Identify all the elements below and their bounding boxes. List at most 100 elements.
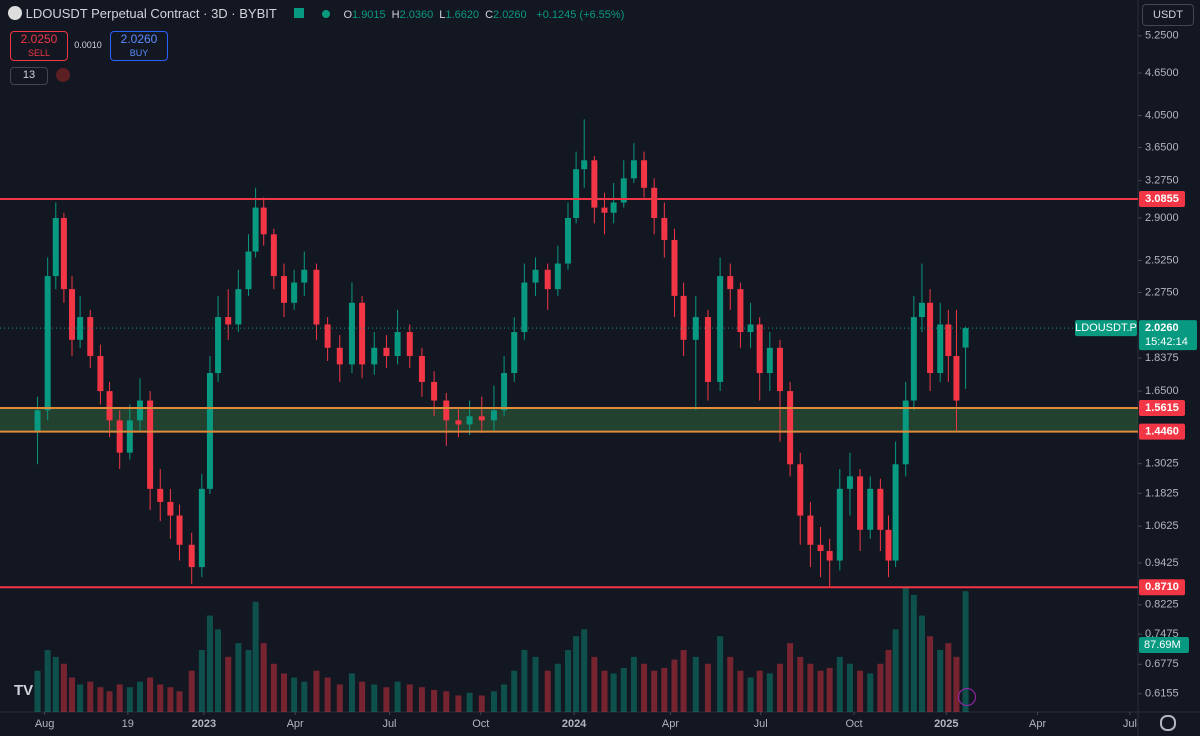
- candle-body: [641, 160, 648, 188]
- level-label: 1.4460: [1145, 426, 1179, 438]
- volume-bar: [431, 689, 438, 712]
- volume-bar: [87, 681, 94, 712]
- candle-body: [406, 332, 413, 356]
- volume-bar: [466, 692, 473, 712]
- candle-body: [846, 476, 853, 489]
- indicators-toggle[interactable]: 13: [10, 67, 48, 85]
- buy-button[interactable]: 2.0260 BUY: [110, 31, 168, 61]
- x-tick-label: Apr: [287, 718, 304, 730]
- volume-bar: [953, 656, 960, 712]
- candle-body: [817, 544, 824, 552]
- change: +0.1245 (+6.55%): [536, 9, 625, 21]
- volume-bar: [532, 656, 539, 712]
- volume-bar: [867, 673, 874, 712]
- volume-bar: [817, 670, 824, 712]
- volume-bar: [910, 594, 917, 712]
- volume-bar: [52, 656, 59, 712]
- volume-bar: [116, 684, 123, 712]
- volume-bar: [554, 663, 561, 712]
- candle-body: [455, 420, 462, 425]
- candle-body: [591, 160, 598, 208]
- volume-bar: [717, 636, 724, 712]
- volume-bar: [490, 691, 497, 712]
- candle-body: [953, 355, 960, 401]
- volume-bar: [97, 687, 104, 712]
- candle-body: [431, 381, 438, 401]
- y-tick-label: 1.0625: [1145, 520, 1179, 532]
- candle-body: [601, 207, 608, 213]
- volume-bar: [245, 650, 252, 712]
- candle-body: [291, 282, 298, 303]
- ohlc: O1.9015 H2.0360 L1.6620 C2.0260: [343, 9, 532, 21]
- currency-button[interactable]: USDT: [1142, 4, 1194, 26]
- volume-bar: [581, 629, 588, 712]
- y-tick-label: 0.9425: [1145, 557, 1179, 569]
- volume-bar: [797, 656, 804, 712]
- volume-bar: [610, 673, 617, 712]
- y-tick-label: 0.8225: [1145, 599, 1179, 611]
- candle-body: [797, 464, 804, 516]
- volume-bar: [44, 650, 51, 712]
- candle-body: [60, 218, 67, 290]
- symbol-icon: [8, 6, 22, 20]
- ohlc-key: L: [439, 9, 446, 21]
- volume-bar: [927, 636, 934, 712]
- candle-body: [651, 187, 658, 219]
- candle-body: [87, 317, 94, 356]
- bolt-icon[interactable]: [958, 688, 976, 706]
- ohlc-value: 1.6620: [445, 9, 480, 21]
- level-label-box: [1139, 579, 1185, 596]
- candle-body: [776, 347, 783, 392]
- ohlc-value: 1.9015: [352, 9, 386, 21]
- candle-body: [807, 515, 814, 545]
- volume-bar: [77, 684, 84, 712]
- volume-bar: [902, 588, 909, 712]
- volume-bar: [324, 677, 331, 712]
- volume-bar: [747, 677, 754, 712]
- x-tick-label: 2023: [192, 718, 216, 730]
- zone: [0, 408, 1138, 432]
- level-label-box: [1139, 400, 1185, 417]
- volume-bar: [147, 677, 154, 712]
- volume-bar: [704, 663, 711, 712]
- candle-body: [564, 218, 571, 264]
- volume-bar: [962, 591, 969, 712]
- y-tick-label: 1.3025: [1145, 458, 1179, 470]
- candle-body: [867, 488, 874, 530]
- symbol: LDOUSDT Perpetual Contract · 3D · BYBIT: [25, 6, 277, 21]
- sell-button[interactable]: 2.0250 SELL: [10, 31, 68, 61]
- candle-body: [301, 269, 308, 283]
- volume-label-box: [1139, 637, 1189, 653]
- last-price-label: 2.0260: [1145, 322, 1179, 334]
- y-tick-label: 1.8375: [1145, 352, 1179, 364]
- buy-label: BUY: [129, 48, 149, 58]
- volume-bar: [857, 670, 864, 712]
- candle-body: [885, 529, 892, 561]
- volume-bar: [766, 673, 773, 712]
- candle-body: [225, 317, 232, 325]
- candle-body: [245, 251, 252, 290]
- volume-bar: [573, 636, 580, 712]
- flag[interactable]: [294, 8, 305, 18]
- candle-body: [532, 269, 539, 283]
- candle-body: [836, 488, 843, 561]
- sell-price: 2.0250: [20, 32, 58, 46]
- volume-bar: [291, 677, 298, 712]
- candle-body: [418, 355, 425, 382]
- alert-icon[interactable]: [56, 68, 70, 82]
- candle-body: [394, 332, 401, 356]
- candle-body: [962, 328, 969, 348]
- x-tick-label: 2024: [562, 718, 587, 730]
- volume-bar: [406, 684, 413, 712]
- y-tick-label: 4.0500: [1145, 109, 1179, 121]
- candle-body: [573, 169, 580, 219]
- y-tick-label: 5.2500: [1145, 30, 1179, 42]
- volume-bar: [885, 650, 892, 712]
- volume-bar: [521, 650, 528, 712]
- volume-bar: [892, 629, 899, 712]
- candle-body: [147, 400, 154, 489]
- volume-bar: [478, 695, 485, 712]
- settings-icon[interactable]: [1160, 715, 1176, 731]
